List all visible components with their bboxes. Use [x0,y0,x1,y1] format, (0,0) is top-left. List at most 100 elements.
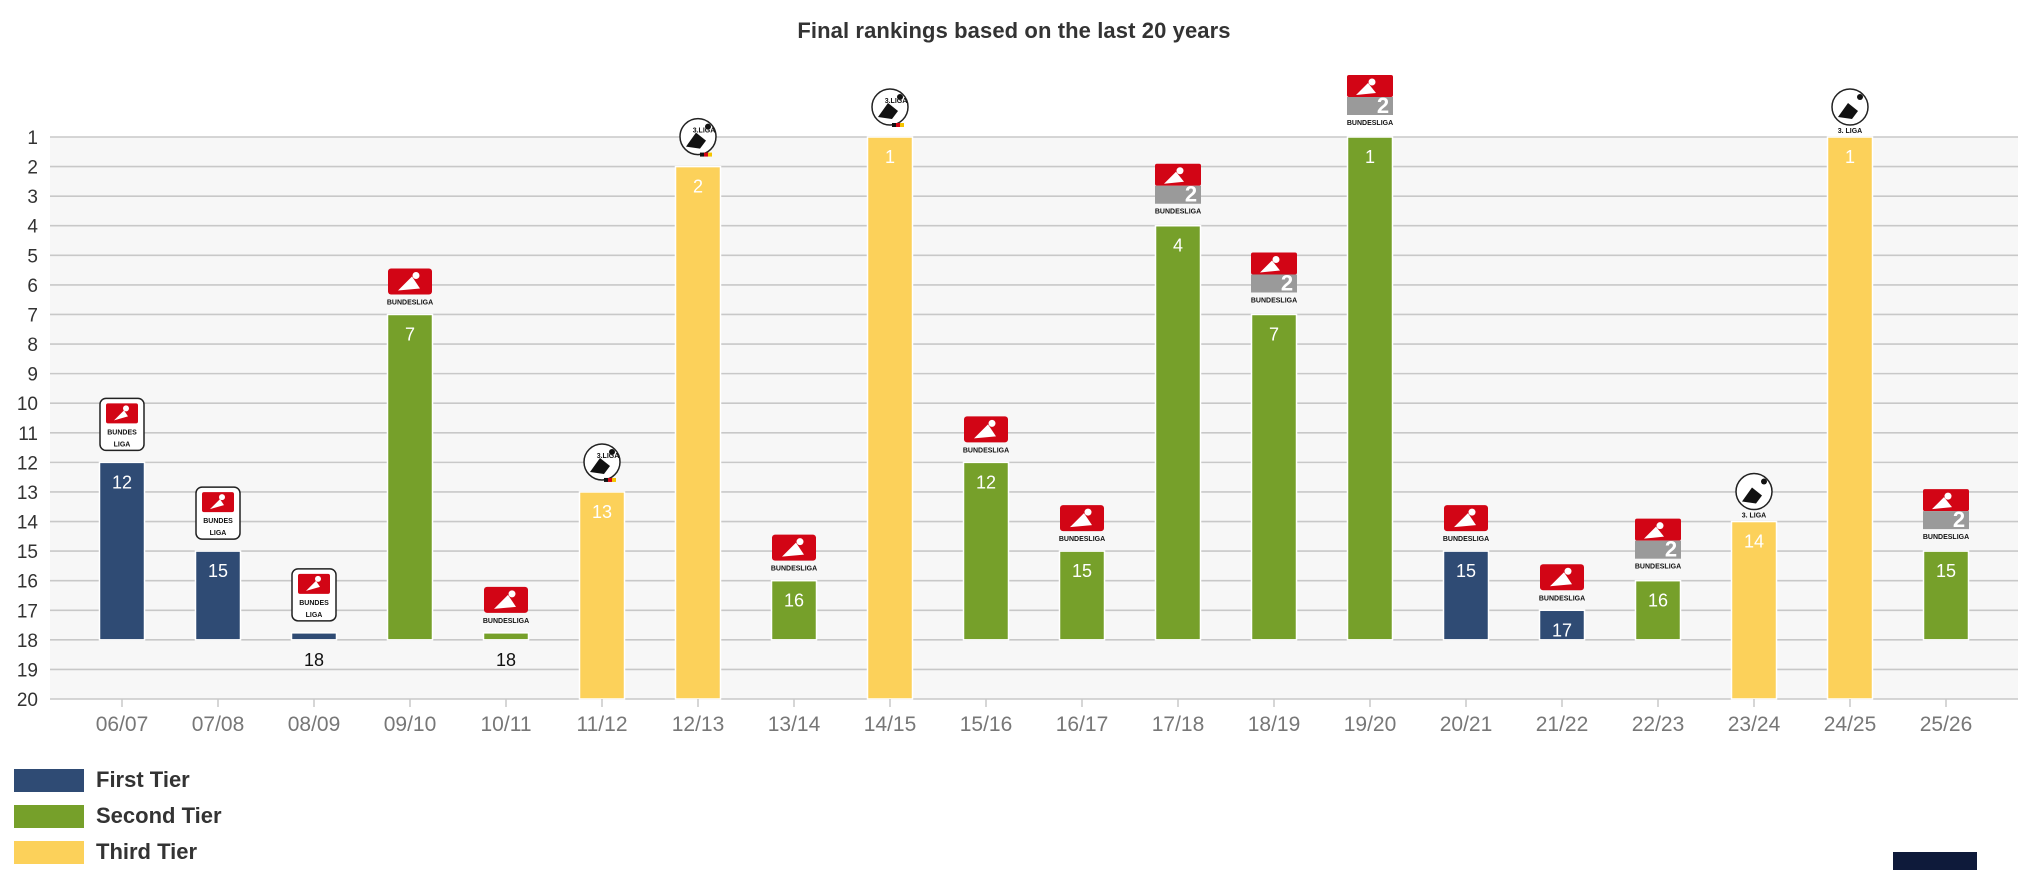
logo-text: BUNDESLIGA [1251,297,1297,304]
legend-item-third-tier[interactable]: Third Tier [14,834,222,870]
logo-ball [1656,522,1664,530]
league-logo-bundesliga-2-icon: BUNDESLIGA [483,586,529,625]
bar-18-19[interactable] [1250,313,1298,641]
y-tick-label: 1 [27,128,38,149]
x-tick-label: 07/08 [192,713,245,736]
league-logo-3-liga-new-icon: 3. LIGA [1735,472,1773,520]
logo-player [1550,572,1572,587]
x-tick-label: 08/09 [288,713,341,736]
logo-text: BUNDESLIGA [1443,536,1489,543]
bar-24-25[interactable] [1826,136,1874,700]
logo-text: BUNDESLIGA [1059,536,1105,543]
y-tick-label: 8 [27,335,38,356]
bar-23-24[interactable] [1730,520,1778,700]
y-tick-label: 11 [18,424,38,445]
logo-ball [315,575,321,582]
logo-player [494,594,516,609]
y-tick-label: 7 [27,305,38,326]
league-logo-bundesliga-2-icon: BUNDESLIGA [387,268,433,306]
logo-text: BUNDES [107,429,137,436]
bar-15-16[interactable] [962,461,1010,641]
x-tick-label: 17/18 [1152,713,1205,736]
bar-25-26[interactable] [1922,550,1970,641]
logo-player [1164,171,1184,184]
logo-flag-red [704,152,708,157]
logo-number: 2 [1953,507,1965,532]
data-label: 15 [1456,561,1476,581]
bar-12-13[interactable] [674,165,722,700]
x-tick-label: 24/25 [1824,713,1877,736]
x-tick-label: 06/07 [96,713,149,736]
x-tick-label: 10/11 [481,713,532,736]
logo-grey-panel [1251,274,1297,293]
logo-player [1742,487,1762,504]
league-logo-3-liga-icon: 3.LIGA [679,117,717,157]
logo-ball [1368,78,1376,86]
y-tick-label: 5 [27,246,38,267]
logo-flag-gold [612,477,616,482]
logo-flag-black [700,152,704,157]
x-tick-label: 19/20 [1344,713,1397,736]
bar-08-09[interactable] [290,632,338,641]
logo-player [686,132,706,149]
league-logo-bundesliga-2-icon: BUNDESLIGA [1059,505,1105,543]
logo-flag-red [608,477,612,482]
league-logo-3-liga-icon: 3.LIGA [871,88,909,127]
league-logo-bundesliga-2-icon: BUNDESLIGA [771,534,817,573]
logo-ball [219,494,225,501]
logo-player [1932,497,1952,510]
logo-ball [988,419,996,427]
bar-10-11[interactable] [482,632,530,641]
logo-player [782,542,804,557]
x-tick-label: 13/14 [768,713,821,736]
bar-14-15[interactable] [866,136,914,700]
bar-17-18[interactable] [1154,224,1202,641]
logo-text: BUNDESLIGA [1923,534,1969,541]
league-logo-bundesliga-icon: BUNDES LIGA [291,568,337,622]
logo-ball [705,123,711,130]
logo-player [878,103,898,119]
data-label: 1 [1845,147,1855,167]
league-logo-bundesliga-2-new-icon: 2 BUNDESLIGA [1635,518,1681,571]
data-label: 15 [1936,561,1956,581]
y-tick-label: 3 [27,187,38,208]
bar-22-23[interactable] [1634,579,1682,641]
x-tick-label: 25/26 [1920,713,1973,736]
data-label: 2 [693,177,703,197]
bar-13-14[interactable] [770,579,818,641]
logo-player [974,424,996,439]
data-label: 18 [304,650,324,670]
logo-player [114,410,128,421]
bar-19-20[interactable] [1346,136,1394,641]
bar-16-17[interactable] [1058,550,1106,641]
data-label: 16 [784,591,804,611]
logo-grey-panel [1923,511,1969,530]
league-logo-bundesliga-icon: BUNDES LIGA [195,486,241,540]
x-tick-label: 16/17 [1056,713,1109,736]
bar-09-10[interactable] [386,313,434,641]
bar-07-08[interactable] [194,550,242,641]
bar-11-12[interactable] [578,491,626,700]
league-logo-3-liga-new-icon: 3. LIGA [1831,88,1869,135]
bar-06-07[interactable] [98,461,146,641]
x-tick-label: 22/23 [1632,713,1685,736]
y-tick-label: 20 [17,690,38,711]
logo-text: 3. LIGA [1838,128,1863,135]
bar-21-22[interactable] [1538,609,1586,641]
legend-item-second-tier[interactable]: Second Tier [14,798,222,834]
logo-ball [796,538,804,546]
logo-grey-panel [1155,185,1201,204]
logo-player [1070,513,1092,528]
logo-text: 3.LIGA [597,453,620,460]
y-tick-label: 2 [27,158,38,179]
legend-item-first-tier[interactable]: First Tier [14,762,222,798]
league-logos: BUNDESLIGA BUNDESLIGA BUNDESLIGA BUNDESLIGA… [99,75,1969,625]
logo-text: 3. LIGA [1742,513,1767,520]
logo-number: 2 [1665,537,1677,562]
logo-ball [609,448,615,455]
bar-20-21[interactable] [1442,550,1490,641]
y-tick-label: 19 [17,660,38,681]
logo-text: BUNDESLIGA [1155,209,1201,216]
logo-player [1356,83,1376,95]
logo-player [1454,513,1476,528]
